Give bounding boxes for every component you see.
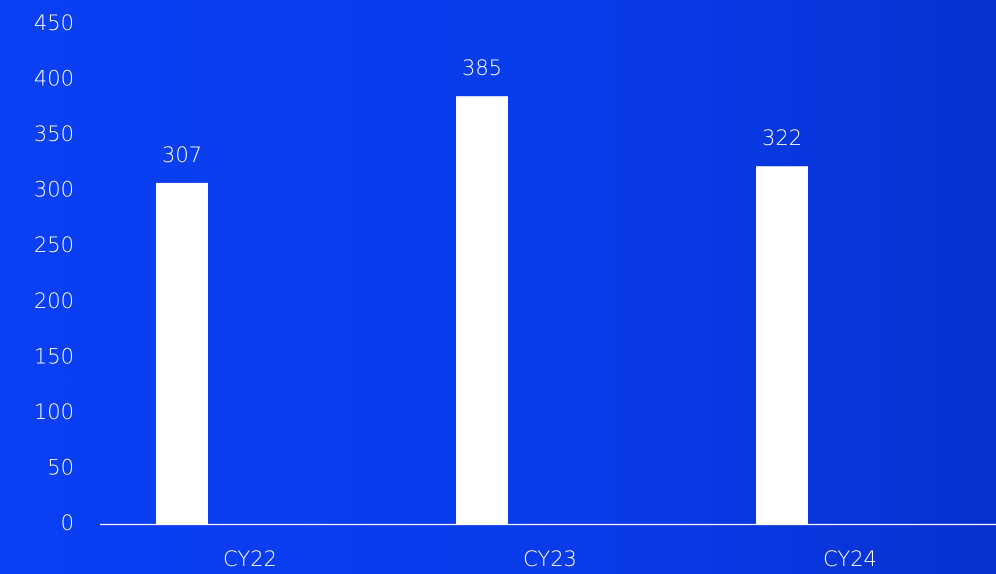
data-label: 307 [162,143,202,167]
bar [156,182,208,524]
bar [756,166,808,524]
y-tick-label: 200 [34,289,74,313]
y-tick-label: 50 [47,455,74,479]
y-tick-label: 350 [34,122,74,146]
data-label: 322 [762,126,802,150]
y-tick-label: 300 [34,178,74,202]
y-tick-label: 100 [34,400,74,424]
data-label: 385 [462,56,502,80]
y-tick-label: 450 [34,11,74,35]
x-tick-label: CY22 [223,547,277,571]
y-tick-label: 0 [61,511,74,535]
y-tick-label: 150 [34,344,74,368]
bar [456,96,508,524]
y-tick-label: 250 [34,233,74,257]
x-tick-label: CY23 [523,547,577,571]
y-tick-label: 400 [34,67,74,91]
x-tick-label: CY24 [823,547,877,571]
